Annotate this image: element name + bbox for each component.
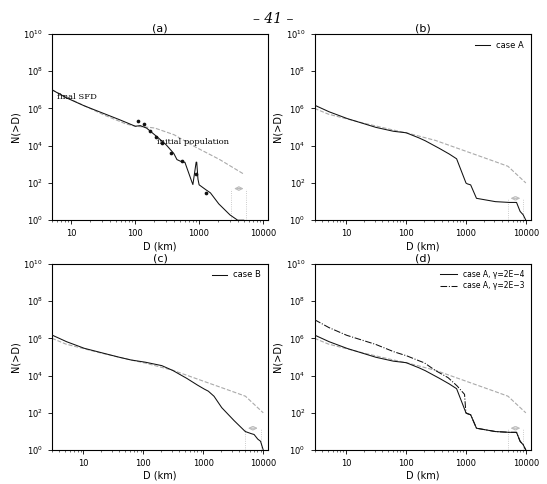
Y-axis label: N(>D): N(>D): [10, 112, 20, 142]
Y-axis label: N(>D): N(>D): [273, 112, 283, 142]
Y-axis label: N(>D): N(>D): [273, 342, 283, 372]
Text: – 41 –: – 41 –: [253, 12, 294, 26]
Point: [202, 189, 211, 197]
X-axis label: D (km): D (km): [406, 241, 439, 251]
Legend: case A, γ=2E−4, case A, γ=2E−3: case A, γ=2E−4, case A, γ=2E−3: [438, 268, 527, 292]
Point: [133, 117, 142, 124]
Text: final SFD: final SFD: [57, 93, 97, 101]
Point: [146, 127, 154, 135]
Point: [178, 157, 187, 165]
Legend: case A: case A: [472, 38, 526, 52]
Title: (a): (a): [152, 23, 168, 33]
Legend: case B: case B: [210, 268, 264, 282]
X-axis label: D (km): D (km): [143, 241, 177, 251]
Point: [166, 149, 175, 157]
Title: (d): (d): [415, 253, 430, 263]
Point: [192, 170, 201, 178]
X-axis label: D (km): D (km): [406, 471, 439, 481]
X-axis label: D (km): D (km): [143, 471, 177, 481]
Text: initial population: initial population: [157, 138, 229, 146]
Title: (b): (b): [415, 23, 430, 33]
Point: [158, 139, 166, 147]
Y-axis label: N(>D): N(>D): [10, 342, 20, 372]
Point: [152, 133, 160, 141]
Point: [140, 120, 149, 128]
Title: (c): (c): [153, 253, 167, 263]
